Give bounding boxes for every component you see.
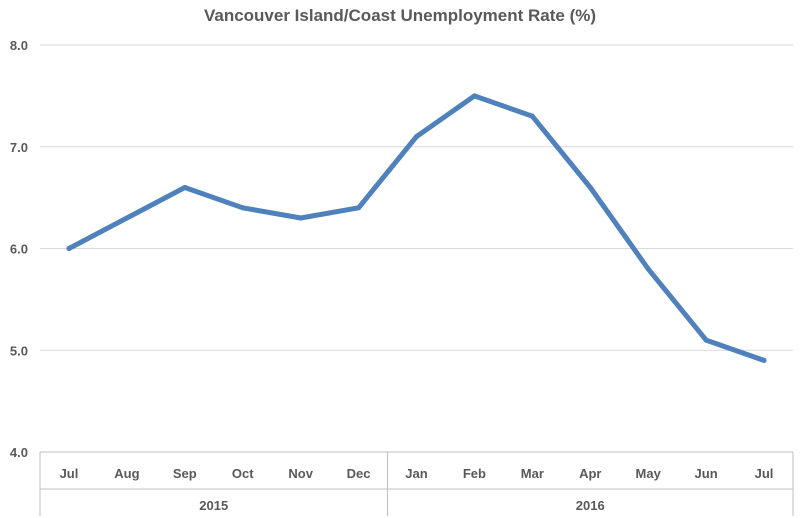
y-tick-label: 4.0 — [10, 445, 28, 460]
x-tick-label: Apr — [579, 466, 601, 481]
x-tick-label: Feb — [463, 466, 486, 481]
data-point — [703, 337, 709, 343]
y-tick-label: 5.0 — [10, 343, 28, 358]
chart-title: Vancouver Island/Coast Unemployment Rate… — [203, 6, 597, 25]
data-point — [240, 205, 246, 211]
x-tick-label: Jun — [695, 466, 718, 481]
x-tick-label: Dec — [347, 466, 371, 481]
data-point — [124, 215, 130, 221]
data-point — [356, 205, 362, 211]
data-point — [529, 113, 535, 119]
data-point — [645, 266, 651, 272]
x-tick-label: May — [636, 466, 662, 481]
data-point — [66, 246, 72, 251]
data-point — [298, 215, 304, 221]
data-point — [587, 184, 593, 190]
data-point — [414, 134, 419, 140]
x-tick-label: Jul — [60, 466, 79, 481]
x-tick-label: Nov — [288, 466, 313, 481]
data-point — [182, 184, 188, 190]
y-tick-label: 7.0 — [10, 140, 28, 155]
data-point — [471, 93, 477, 99]
data-point — [761, 357, 767, 363]
x-tick-label: Mar — [521, 466, 544, 481]
x-tick-label: Oct — [232, 466, 254, 481]
y-tick-label: 8.0 — [10, 38, 28, 53]
y-tick-label: 6.0 — [10, 242, 28, 257]
x-group-label: 2016 — [576, 498, 605, 513]
x-tick-label: Jan — [405, 466, 427, 481]
x-tick-label: Aug — [114, 466, 139, 481]
x-tick-label: Sep — [173, 466, 197, 481]
x-tick-label: Jul — [755, 466, 774, 481]
x-group-label: 2015 — [199, 498, 228, 513]
